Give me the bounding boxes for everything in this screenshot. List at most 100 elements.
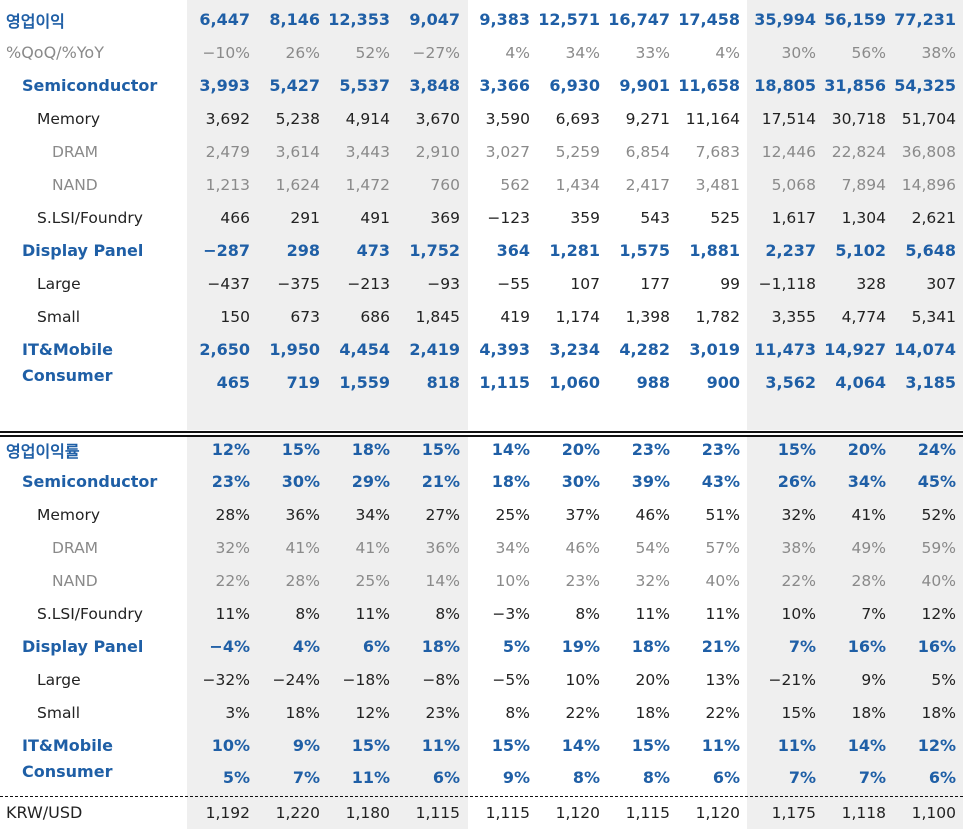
value-cell: 3,614 (275, 142, 320, 161)
value-cell: 45% (917, 472, 956, 491)
table-row: Large −32% −24% −18% −8% −5% 10% 20% 13% −21% 9% 5% (0, 663, 963, 696)
value-cell: 25% (355, 571, 390, 590)
value-cell: 673 (290, 307, 320, 326)
value-cell: 6,854 (625, 142, 670, 161)
value-cell: 56,159 (824, 10, 886, 29)
value-cell: 30% (781, 43, 816, 62)
value-cell: 26% (777, 472, 816, 491)
value-cell: 1,624 (275, 175, 320, 194)
value-cell: 1,281 (549, 241, 600, 260)
row-label-text: Consumer (22, 762, 113, 781)
value-cell: 34% (355, 505, 390, 524)
value-cell: 1,304 (841, 208, 886, 227)
value-cell: 23% (211, 472, 250, 491)
value-cell: 30,718 (831, 109, 886, 128)
value-cell: 2,621 (911, 208, 956, 227)
value-cell: 8% (642, 768, 670, 787)
value-cell: −8% (422, 670, 460, 689)
row-label: NAND (52, 175, 98, 194)
value-cell: 23% (701, 440, 740, 459)
value-cell: 56% (851, 43, 886, 62)
value-cell: 10% (211, 736, 250, 755)
value-cell: 818 (426, 373, 460, 392)
value-cell: 359 (570, 208, 600, 227)
value-cell: 9,383 (479, 10, 530, 29)
value-cell: 6,930 (549, 76, 600, 95)
value-cell: 22,824 (831, 142, 886, 161)
value-cell: 18% (635, 703, 670, 722)
value-cell: 1,881 (689, 241, 740, 260)
row-label: KRW/USD (6, 803, 83, 822)
value-cell: 41% (851, 505, 886, 524)
value-cell: 465 (216, 373, 250, 392)
value-cell: 18% (285, 703, 320, 722)
value-cell: 18% (421, 637, 460, 656)
value-cell: 34% (495, 538, 530, 557)
value-cell: 8% (575, 604, 600, 623)
value-cell: 9,901 (619, 76, 670, 95)
value-cell: 18% (351, 440, 390, 459)
shade-group-3-bottom (747, 437, 963, 829)
value-cell: 38% (781, 538, 816, 557)
value-cell: 3,562 (765, 373, 816, 392)
value-cell: 29% (351, 472, 390, 491)
value-cell: 41% (355, 538, 390, 557)
value-cell: 1,118 (841, 803, 886, 822)
operating-margin-table: 영업이익률 12% 15% 18% 15% 14% 20% 23% 23% 15% 20% 24% Se… (0, 434, 963, 793)
value-cell: 11% (777, 736, 816, 755)
row-label: Small (37, 703, 81, 722)
value-cell: 37% (565, 505, 600, 524)
value-cell: 40% (921, 571, 956, 590)
row-label: DRAM (52, 142, 99, 161)
table-row: IT&Mobile 10% 9% 15% 11% 15% 14% 15% 11% 11% 14% 12… (0, 729, 963, 762)
row-label: NAND (52, 571, 98, 590)
value-cell: −123 (487, 208, 530, 227)
value-cell: 9% (502, 768, 530, 787)
value-cell: −21% (768, 670, 816, 689)
value-cell: 8% (505, 703, 530, 722)
table-row: Small 3% 18% 12% 23% 8% 22% 18% 22% 15% 18% 18% (0, 696, 963, 729)
value-cell: 4,064 (835, 373, 886, 392)
value-cell: 3,670 (415, 109, 460, 128)
table-row: IT&Mobile 2,650 1,950 4,454 2,419 4,393 3,234 4… (0, 333, 963, 366)
row-label: Semiconductor (22, 76, 158, 95)
value-cell: 1,782 (695, 307, 740, 326)
value-cell: 2,650 (199, 340, 250, 359)
value-cell: 43% (701, 472, 740, 491)
row-label: IT&Mobile (22, 736, 114, 755)
value-cell: 5,648 (905, 241, 956, 260)
value-cell: 22% (215, 571, 250, 590)
row-label: S.LSI/Foundry (37, 604, 143, 623)
value-cell: −3% (492, 604, 530, 623)
value-cell: 8,146 (269, 10, 320, 29)
value-cell: 46% (635, 505, 670, 524)
value-cell: 26% (285, 43, 320, 62)
table-row: Memory 3,692 5,238 4,914 3,670 3,590 6,693 9,27… (0, 102, 963, 135)
value-cell: 2,237 (765, 241, 816, 260)
value-cell: 36% (285, 505, 320, 524)
table-row: 영업이익률 12% 15% 18% 15% 14% 20% 23% 23% 15% 20% 24% (0, 434, 963, 465)
row-label: S.LSI/Foundry (37, 208, 143, 227)
value-cell: 3,366 (479, 76, 530, 95)
table-row: Display Panel −4% 4% 6% 18% 5% 19% 18% 21% 7% 16% 1… (0, 630, 963, 663)
table-row: NAND 22% 28% 25% 14% 10% 23% 32% 40% 22% 28% 40% (0, 564, 963, 597)
value-cell: 8% (435, 604, 460, 623)
row-label: IT&Mobile (22, 340, 114, 359)
value-cell: 15% (777, 440, 816, 459)
value-cell: 20% (847, 440, 886, 459)
value-cell: 49% (851, 538, 886, 557)
value-cell: 16,747 (608, 10, 670, 29)
value-cell: 51% (705, 505, 740, 524)
fx-rate-table: KRW/USD 1,192 1,220 1,180 1,115 1,115 1,120 1,1… (0, 797, 963, 828)
table-row: 영업이익 6,447 8,146 12,353 9,047 9,383 12,571 16,7… (0, 3, 963, 36)
table-row: S.LSI/Foundry 11% 8% 11% 8% −3% 8% 11% 11% 10% 7% 1… (0, 597, 963, 630)
value-cell: 11,164 (685, 109, 740, 128)
table-row: NAND 1,213 1,624 1,472 760 562 1,434 2,417 3,481… (0, 168, 963, 201)
row-label: Semiconductor (22, 472, 158, 491)
shade-group-3-top (747, 0, 963, 430)
value-cell: 2,479 (205, 142, 250, 161)
value-cell: 760 (430, 175, 460, 194)
table-row: Semiconductor 3,993 5,427 5,537 3,848 3,366 6,… (0, 69, 963, 102)
value-cell: 466 (220, 208, 250, 227)
value-cell: 1,115 (479, 373, 530, 392)
